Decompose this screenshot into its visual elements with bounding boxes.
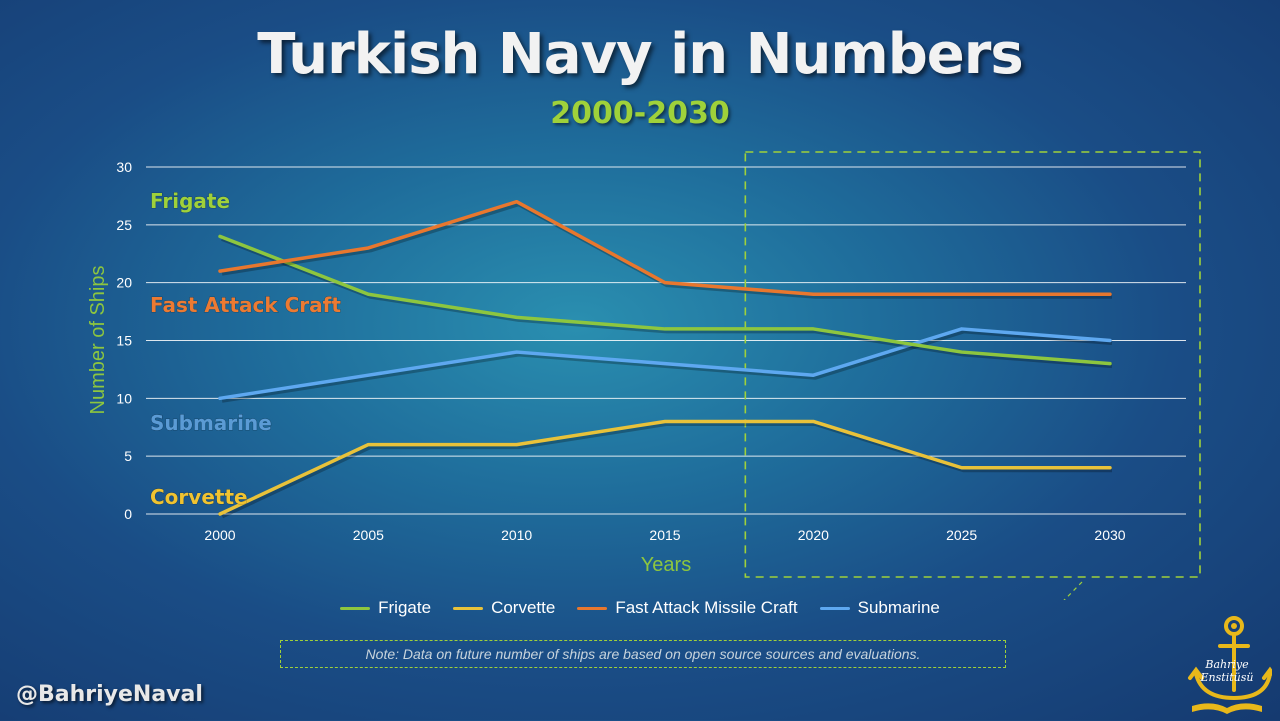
data-note: Note: Data on future number of ships are… xyxy=(280,640,1006,668)
series-line-submarine xyxy=(218,327,1112,401)
series-line-frigate xyxy=(218,234,1112,366)
legend-swatch xyxy=(577,606,608,610)
y-tick-label: 20 xyxy=(116,275,132,291)
x-axis-title: Years xyxy=(641,554,691,576)
logo-text-line2: Enstitüsü xyxy=(1200,671,1254,684)
y-tick-label: 15 xyxy=(116,333,132,349)
legend-label: Fast Attack Missile Craft xyxy=(615,598,798,617)
x-tick-label: 2005 xyxy=(353,527,384,543)
series-label-submarine: Submarine xyxy=(150,411,272,435)
projection-box xyxy=(744,151,1201,578)
y-tick-label: 10 xyxy=(116,390,132,406)
chart-legend: Frigate Corvette Fast Attack Missile Craft… xyxy=(0,598,1280,618)
series-line-corvette xyxy=(218,419,1112,516)
y-tick-label: 0 xyxy=(124,506,132,522)
legend-item: Fast Attack Missile Craft xyxy=(577,598,798,618)
y-tick-label: 5 xyxy=(124,448,132,464)
legend-label: Submarine xyxy=(857,598,940,617)
series-line-fast-attack-missile-craft xyxy=(218,199,1112,296)
x-tick-label: 2010 xyxy=(501,527,532,543)
social-handle: @BahriyeNaval xyxy=(16,682,203,707)
legend-item: Frigate xyxy=(340,598,431,618)
legend-label: Corvette xyxy=(491,598,556,617)
x-tick-label: 2020 xyxy=(798,527,829,543)
series-label-corvette: Corvette xyxy=(150,485,248,509)
legend-label: Frigate xyxy=(378,598,432,617)
legend-swatch xyxy=(340,606,371,610)
y-axis-title: Number of Ships xyxy=(87,266,109,415)
chart-title: Turkish Navy in Numbers xyxy=(257,22,1023,87)
chart-subtitle: 2000-2030 xyxy=(550,96,730,131)
y-tick-label: 30 xyxy=(116,159,132,175)
series-shadow xyxy=(221,201,1112,299)
logo-text-line1: Bahriye xyxy=(1205,658,1249,671)
legend-item: Submarine xyxy=(819,598,940,618)
y-tick-label: 25 xyxy=(116,217,132,233)
x-tick-label: 2030 xyxy=(1094,527,1125,543)
bahriye-logo: Bahriye Enstitüsü xyxy=(1182,612,1278,716)
legend-swatch xyxy=(453,606,484,610)
series-shadow xyxy=(221,236,1113,369)
x-tick-label: 2000 xyxy=(204,527,235,543)
x-tick-label: 2025 xyxy=(946,527,977,543)
series-shadow xyxy=(220,420,1112,519)
series-label-frigate: Frigate xyxy=(150,189,230,213)
series-label-fast-attack-missile-craft: Fast Attack Craft xyxy=(150,293,341,317)
series-shadow xyxy=(221,328,1113,403)
x-tick-label: 2015 xyxy=(649,527,680,543)
legend-item: Corvette xyxy=(453,598,555,618)
legend-swatch xyxy=(819,606,850,610)
